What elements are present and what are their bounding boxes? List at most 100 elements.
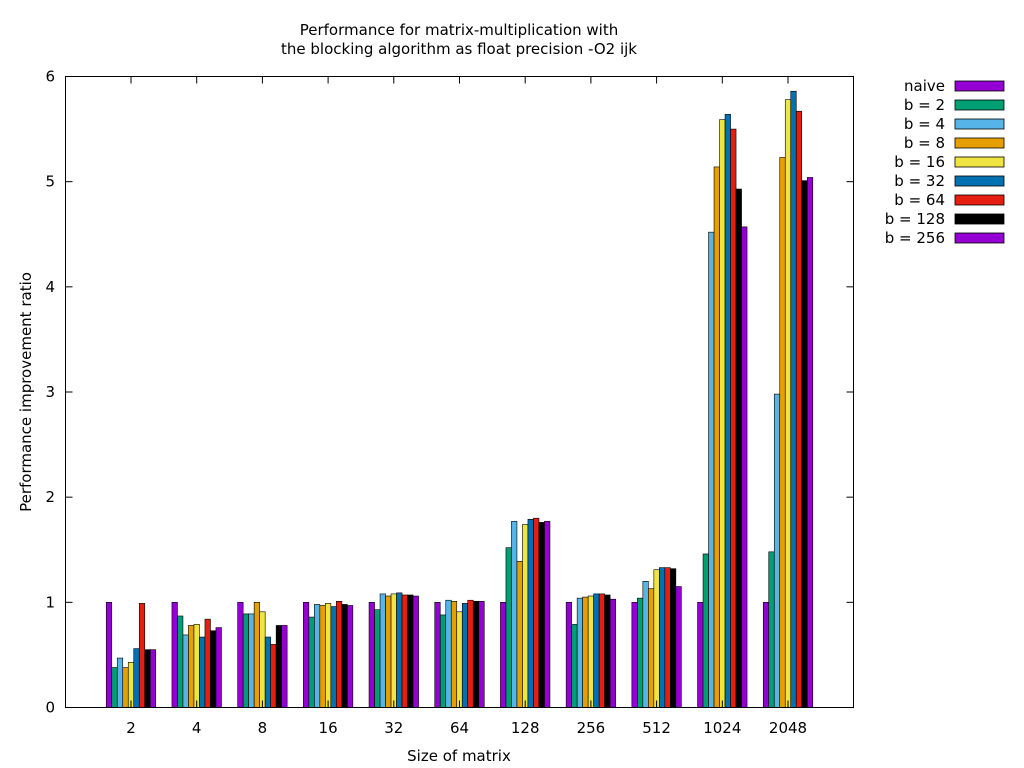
bar-512-series-6	[664, 567, 671, 708]
bar-2048-series-2	[773, 393, 781, 708]
bar-8-series-6	[270, 644, 277, 708]
bar-2048-series-8	[806, 177, 814, 708]
bar-128-series-4	[522, 524, 529, 708]
bar-256-series-4	[587, 595, 594, 708]
bar-8-series-2	[248, 613, 255, 708]
chart-title-line-2: the blocking algorithm as float precisio…	[281, 40, 637, 58]
bar-2-series-5	[133, 648, 140, 708]
x-axis-label: Size of matrix	[407, 747, 511, 765]
bar-8-series-4	[259, 611, 266, 708]
bar-256-series-0	[565, 602, 572, 708]
chart-title-line-1: Performance for matrix-multiplication wi…	[300, 21, 618, 39]
bar-4-series-8	[215, 627, 222, 708]
bar-1024-series-5	[724, 114, 731, 708]
bar-64-series-4	[456, 611, 463, 708]
x-tick-label-2048: 2048	[769, 719, 807, 737]
bar-8-series-7	[275, 625, 282, 708]
x-axis-ticks: 2 4 8 16 32 64 128 256 512 1024 2048	[126, 76, 807, 737]
bar-128-series-6	[533, 517, 540, 708]
x-tick-label-256: 256	[577, 719, 606, 737]
legend-swatch-7	[954, 213, 1005, 225]
bar-64-series-6	[467, 599, 474, 708]
bar-1024-series-8	[741, 226, 748, 708]
legend-swatch-3	[954, 137, 1005, 149]
bar-32-series-0	[368, 602, 375, 708]
bar-512-series-5	[659, 567, 666, 708]
legend-label-0: naive	[904, 77, 945, 95]
x-tick-label-32: 32	[384, 719, 403, 737]
x-tick-label-1024: 1024	[703, 719, 741, 737]
bar-4-series-2	[182, 634, 189, 708]
legend-swatch-8	[954, 232, 1005, 244]
bar-4-series-6	[204, 618, 211, 708]
x-tick-label-8: 8	[258, 719, 268, 737]
x-tick-label-64: 64	[450, 719, 469, 737]
x-tick-label-2: 2	[126, 719, 136, 737]
bar-1024-series-4	[719, 119, 726, 708]
bar-16-series-3	[319, 605, 326, 708]
y-tick-label-1: 1	[45, 593, 55, 611]
bar-512-series-7	[670, 568, 677, 708]
bar-1024-series-6	[730, 128, 737, 708]
bars-group	[105, 90, 814, 708]
bar-512-series-8	[675, 586, 682, 708]
bar-64-series-1	[439, 614, 447, 708]
bar-64-series-0	[434, 602, 441, 708]
bar-8-series-8	[281, 625, 288, 708]
legend-label-5: b = 32	[894, 172, 945, 190]
bar-2048-series-6	[795, 110, 803, 708]
bar-1024-series-3	[713, 166, 720, 708]
bar-256-series-2	[576, 597, 583, 708]
bar-512-series-4	[653, 569, 660, 708]
bar-16-series-0	[303, 602, 310, 708]
bar-128-series-5	[527, 518, 534, 708]
legend-label-8: b = 256	[885, 229, 945, 247]
bar-2048-series-5	[790, 90, 797, 708]
bar-2-series-6	[138, 603, 146, 708]
y-tick-label-2: 2	[45, 488, 55, 506]
bar-128-series-0	[500, 602, 507, 708]
bar-256-series-1	[571, 624, 578, 708]
bar-128-series-2	[511, 521, 518, 708]
bar-1024-series-1	[702, 553, 709, 708]
bar-64-series-2	[445, 599, 452, 708]
bar-128-series-8	[544, 521, 551, 708]
bar-128-series-7	[538, 522, 545, 708]
y-axis-ticks: 0 1 2 3 4 5 6	[45, 68, 854, 717]
bar-32-series-7	[407, 594, 414, 708]
bar-1024-series-2	[708, 231, 715, 708]
bar-512-series-0	[631, 602, 638, 708]
bar-16-series-2	[314, 604, 321, 708]
bar-256-series-3	[582, 596, 589, 708]
bar-2-series-1	[111, 667, 118, 708]
legend-label-2: b = 4	[904, 115, 945, 133]
bar-2048-series-7	[801, 180, 808, 708]
bar-16-series-7	[341, 604, 348, 708]
bar-256-series-5	[593, 593, 600, 708]
bar-8-series-0	[237, 602, 244, 708]
legend-label-7: b = 128	[885, 210, 945, 228]
bar-256-series-6	[598, 593, 605, 708]
legend-label-6: b = 64	[894, 191, 945, 209]
legend-label-1: b = 2	[904, 96, 945, 114]
y-tick-label-4: 4	[45, 278, 55, 296]
bar-256-series-7	[604, 594, 611, 708]
legend-label-3: b = 8	[904, 134, 945, 152]
bar-8-series-1	[242, 613, 249, 708]
bar-4-series-3	[188, 625, 195, 708]
bar-32-series-5	[396, 592, 403, 708]
legend-swatch-4	[954, 156, 1005, 168]
bar-4-series-1	[177, 615, 184, 708]
bar-128-series-1	[505, 547, 512, 708]
y-tick-label-6: 6	[45, 68, 55, 86]
bar-256-series-8	[609, 598, 616, 708]
bar-64-series-5	[461, 603, 469, 708]
bar-4-series-7	[210, 630, 217, 708]
y-axis-label: Performance improvement ratio	[17, 272, 35, 512]
bar-16-series-6	[336, 600, 343, 708]
y-tick-label-5: 5	[45, 173, 55, 191]
y-tick-label-3: 3	[45, 383, 55, 401]
bar-512-series-1	[637, 597, 644, 708]
bar-64-series-3	[450, 600, 458, 708]
